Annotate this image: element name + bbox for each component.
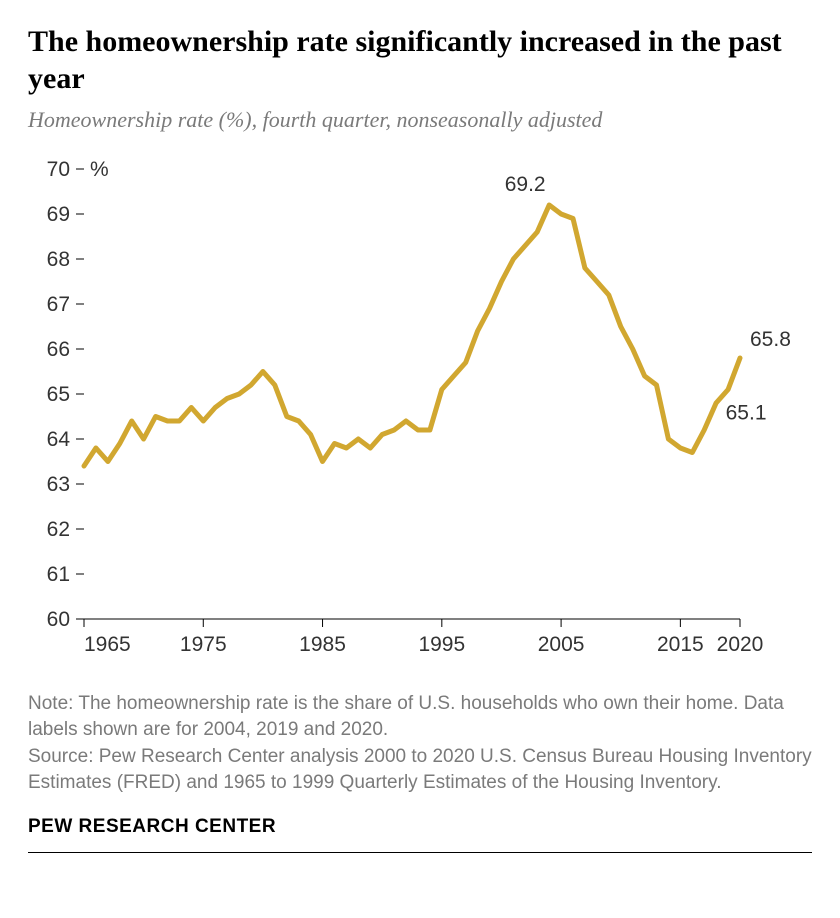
x-tick-label: 1995 [418,633,465,656]
data-point-label: 65.8 [750,328,791,351]
y-tick-label: 61 [47,563,70,586]
chart-title: The homeownership rate significantly inc… [28,24,812,97]
x-tick-label: 2015 [657,633,704,656]
y-tick-label: 63 [47,473,70,496]
y-tick-label: 68 [47,248,70,271]
y-tick-label: 62 [47,518,70,541]
y-tick-label: 70 [47,158,70,181]
x-tick-label: 1975 [180,633,227,656]
chart-note: Note: The homeownership rate is the shar… [28,691,812,742]
y-tick-label: 69 [47,203,70,226]
brand-label: PEW RESEARCH CENTER [28,816,812,838]
y-tick-label: 60 [47,608,70,631]
data-point-label: 69.2 [505,173,546,196]
x-tick-label: 1965 [84,633,131,656]
y-tick-label: 64 [47,428,71,451]
chart-area: 60 61 62 63 64 65 66 67 68 69 70% 1965 1975 1985 1995 2… [28,143,812,663]
chart-source: Source: Pew Research Center analysis 200… [28,744,812,795]
footer-rule [28,852,812,853]
data-point-label: 65.1 [726,402,767,425]
y-tick-label: 65 [47,383,70,406]
x-tick-label: 2020 [717,633,764,656]
y-tick-label: 66 [47,338,70,361]
x-tick-label: 1985 [299,633,346,656]
y-unit-label: % [90,158,109,181]
x-tick-label: 2005 [538,633,585,656]
data-line [84,205,740,466]
line-chart-svg: 60 61 62 63 64 65 66 67 68 69 70% 1965 1975 1985 1995 2… [28,143,812,663]
y-tick-label: 67 [47,293,70,316]
chart-subtitle: Homeownership rate (%), fourth quarter, … [28,107,812,133]
